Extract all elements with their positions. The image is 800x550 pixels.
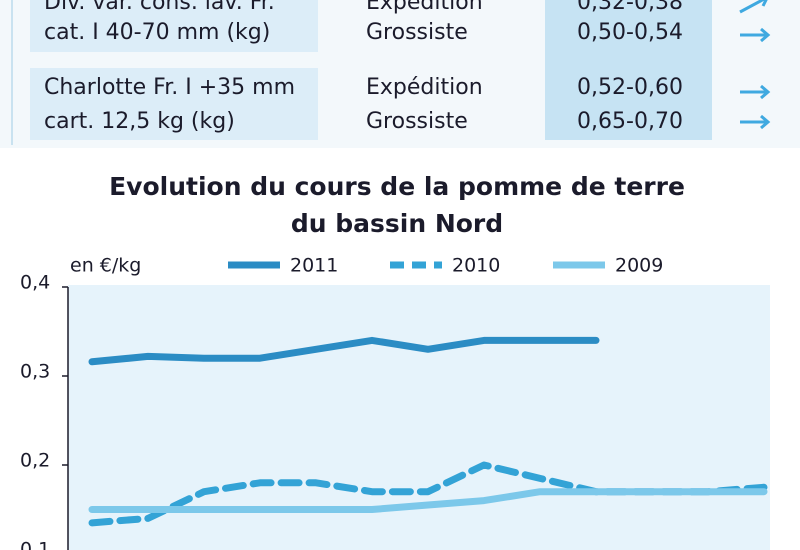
arrow-right [740, 114, 771, 130]
market: Expédition [366, 75, 483, 100]
y-label: en €/kg [70, 255, 141, 277]
product: cart. 12,5 kg (kg) [44, 109, 235, 134]
series-line [88, 336, 600, 366]
arrows [739, 0, 771, 130]
price: 0,32-0,38 [577, 0, 683, 15]
product: Div. var. cons. lav. Fr. [44, 0, 275, 15]
arrow-right [740, 84, 771, 100]
price: 0,65-0,70 [577, 109, 683, 134]
legend-label: 2009 [615, 255, 663, 277]
product: Charlotte Fr. I +35 mm [44, 75, 295, 100]
market: Grossiste [366, 20, 468, 45]
chart-title: du bassin Nord [291, 209, 503, 238]
cell [30, 68, 318, 140]
price: 0,52-0,60 [577, 75, 683, 100]
price: 0,50-0,54 [577, 20, 683, 45]
series-line [88, 488, 768, 513]
legend-label: 2011 [290, 255, 338, 277]
arrow-up [739, 0, 768, 14]
y-tick-label: 0,1 [20, 539, 50, 550]
price-column [545, 0, 712, 140]
y-tick-label: 0,3 [20, 361, 50, 383]
arrow-right [740, 27, 771, 43]
cell [30, 0, 318, 52]
y-tick-label: 0,4 [20, 272, 50, 294]
y-tick-label: 0,2 [20, 450, 50, 472]
market: Grossiste [366, 109, 468, 134]
legend-label: 2010 [452, 255, 500, 277]
chart-title: Evolution du cours de la pomme de terre [109, 172, 685, 201]
product: cat. I 40-70 mm (kg) [44, 20, 270, 45]
market: Expédition [366, 0, 483, 15]
